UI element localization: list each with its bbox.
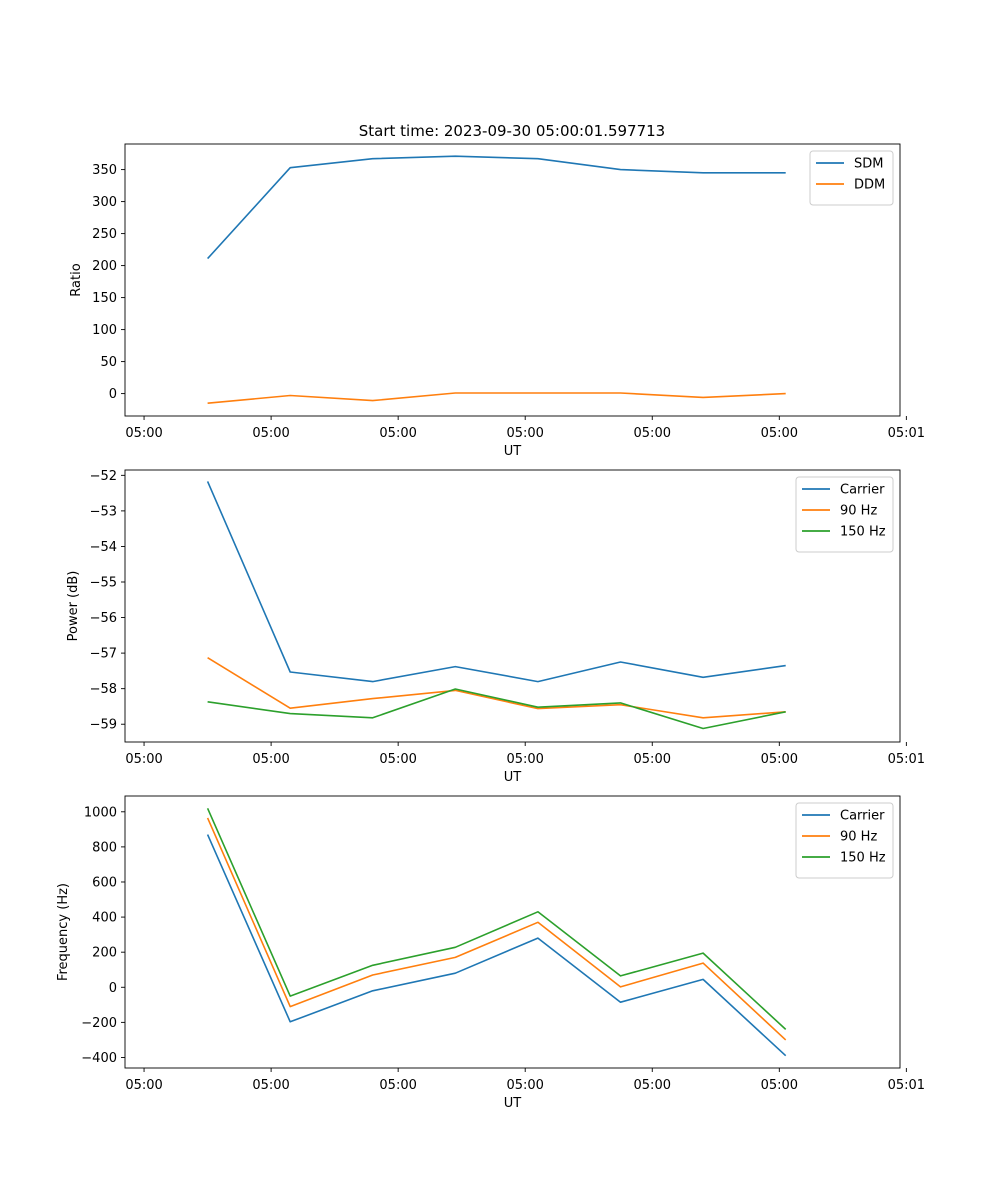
y-tick-label: 100 bbox=[92, 323, 117, 338]
series-line-90-hz bbox=[207, 657, 786, 719]
y-tick-label: −200 bbox=[81, 1016, 117, 1031]
x-tick-label: 05:00 bbox=[761, 752, 798, 767]
x-tick-label: 05:00 bbox=[761, 1078, 798, 1093]
series-line-ddm bbox=[207, 392, 786, 404]
x-tick-label: 05:00 bbox=[506, 752, 543, 767]
y-tick-label: −57 bbox=[90, 647, 117, 662]
series-line-90-hz bbox=[206, 817, 787, 1041]
x-tick-label: 05:00 bbox=[252, 1078, 289, 1093]
x-tick-label: 05:01 bbox=[888, 1078, 925, 1093]
x-tick-label: 05:00 bbox=[252, 426, 289, 441]
x-tick-label: 05:00 bbox=[634, 1078, 671, 1093]
y-tick-label: −52 bbox=[90, 469, 117, 484]
legend-label: Carrier bbox=[840, 809, 885, 824]
y-tick-label: −56 bbox=[90, 611, 117, 626]
y-tick-label: −400 bbox=[81, 1051, 117, 1066]
y-axis-label: Ratio bbox=[69, 263, 84, 296]
y-tick-label: −59 bbox=[90, 718, 117, 733]
legend-label: 150 Hz bbox=[840, 525, 886, 540]
y-tick-label: 0 bbox=[109, 981, 117, 996]
legend-box bbox=[795, 802, 894, 879]
y-tick-label: 200 bbox=[92, 259, 117, 274]
y-tick-label: −58 bbox=[90, 682, 117, 697]
x-tick-label: 05:00 bbox=[761, 426, 798, 441]
plot-frame bbox=[124, 795, 901, 1069]
series-line-150-hz bbox=[206, 807, 787, 1030]
x-axis-label: UT bbox=[504, 1096, 522, 1111]
figure-title: Start time: 2023-09-30 05:00:01.597713 bbox=[359, 122, 665, 140]
x-tick-label: 05:00 bbox=[506, 1078, 543, 1093]
x-tick-label: 05:00 bbox=[506, 426, 543, 441]
legend: Carrier 90 Hz 150 Hz bbox=[795, 802, 894, 879]
y-tick-label: 600 bbox=[92, 875, 117, 890]
legend: Carrier 90 Hz 150 Hz bbox=[795, 476, 894, 553]
y-tick-label: 50 bbox=[100, 355, 117, 370]
legend-label: DDM bbox=[854, 178, 885, 193]
legend-label: Carrier bbox=[840, 483, 885, 498]
x-tick-label: 05:00 bbox=[125, 752, 162, 767]
plot-frame bbox=[124, 143, 901, 417]
chart-panel-3: 05:00 05:00 05:00 05:00 05:00 05:00 05:01 −400 −… bbox=[56, 795, 925, 1111]
series-line-sdm bbox=[207, 155, 786, 260]
y-tick-label: 250 bbox=[92, 227, 117, 242]
x-axis-label: UT bbox=[504, 444, 522, 459]
legend-label: 150 Hz bbox=[840, 851, 886, 866]
y-tick-label: 400 bbox=[92, 911, 117, 926]
y-tick-label: 800 bbox=[92, 840, 117, 855]
y-tick-label: 300 bbox=[92, 195, 117, 210]
chart-panel-2: 05:00 05:00 05:00 05:00 05:00 05:00 05:01 −59 −5… bbox=[66, 469, 925, 785]
legend-label: 90 Hz bbox=[840, 504, 877, 519]
x-tick-label: 05:00 bbox=[379, 1078, 416, 1093]
y-tick-label: −53 bbox=[90, 504, 117, 519]
y-tick-label: 150 bbox=[92, 291, 117, 306]
y-axis-label: Frequency (Hz) bbox=[56, 883, 71, 981]
x-tick-label: 05:00 bbox=[125, 426, 162, 441]
y-tick-label: −54 bbox=[90, 540, 117, 555]
chart-panel-1: 05:00 05:00 05:00 05:00 05:00 05:00 05:01 0 50 10… bbox=[69, 143, 925, 459]
y-tick-label: 0 bbox=[109, 387, 117, 402]
y-axis-label: Power (dB) bbox=[66, 571, 81, 642]
legend-label: SDM bbox=[854, 157, 883, 172]
x-axis-label: UT bbox=[504, 770, 522, 785]
legend: SDM DDM bbox=[809, 150, 894, 206]
x-tick-label: 05:01 bbox=[888, 426, 925, 441]
series-line-150-hz bbox=[207, 688, 786, 730]
y-tick-label: 350 bbox=[92, 163, 117, 178]
series-line-carrier bbox=[206, 481, 786, 683]
plot-frame bbox=[124, 469, 901, 743]
series-line-carrier bbox=[206, 834, 787, 1057]
x-tick-label: 05:00 bbox=[379, 752, 416, 767]
legend-label: 90 Hz bbox=[840, 830, 877, 845]
y-tick-label: 1000 bbox=[84, 805, 117, 820]
x-tick-label: 05:00 bbox=[125, 1078, 162, 1093]
x-tick-label: 05:00 bbox=[379, 426, 416, 441]
y-tick-label: −55 bbox=[90, 576, 117, 591]
x-tick-label: 05:01 bbox=[888, 752, 925, 767]
x-tick-label: 05:00 bbox=[634, 752, 671, 767]
y-tick-label: 200 bbox=[92, 946, 117, 961]
x-tick-label: 05:00 bbox=[634, 426, 671, 441]
legend-box bbox=[809, 150, 894, 206]
x-tick-label: 05:00 bbox=[252, 752, 289, 767]
legend-box bbox=[795, 476, 894, 553]
